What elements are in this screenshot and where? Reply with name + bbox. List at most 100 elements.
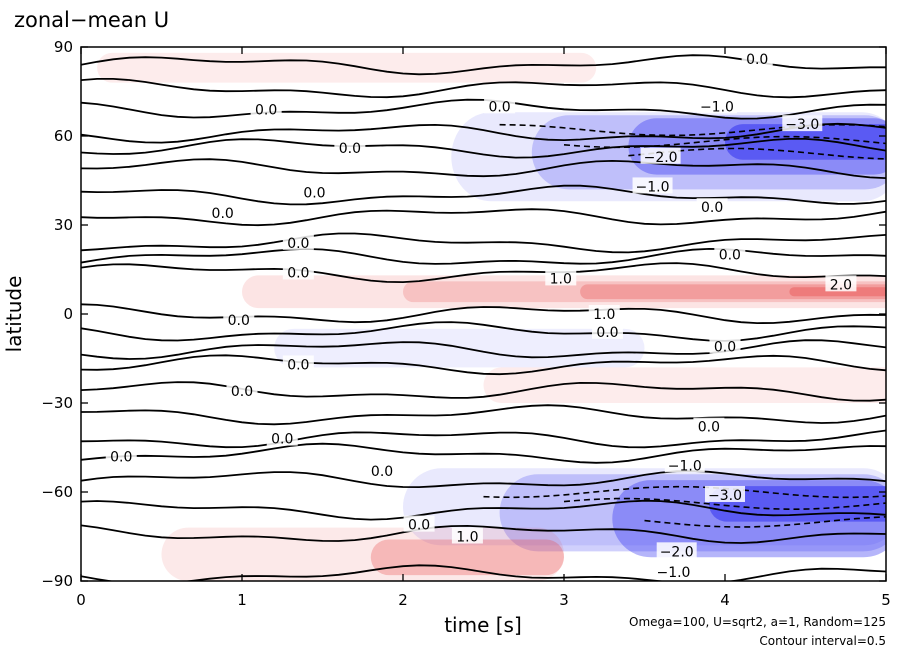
contour-label: −1.0 [656,565,690,581]
zero-contour-line [81,442,886,464]
contour-label-bg [298,183,330,200]
zero-contour-line [81,470,886,489]
contour-label: 0.0 [488,99,510,115]
x-tick-label: 5 [881,591,891,609]
zero-contour-line [81,381,886,402]
contour-label-bg [366,462,398,479]
negative-contour-line [563,135,886,149]
zero-contour-line [81,429,886,449]
contour-label: 0.0 [596,325,618,341]
contour-label: 0.0 [287,265,309,281]
zero-contour-line [81,122,886,144]
contour-label: 0.0 [287,236,309,252]
contour-label: 0.0 [371,464,393,480]
contour-label: 0.0 [255,102,277,118]
contour-label-bg [451,527,483,544]
contour-lines [81,54,886,581]
contour-label-bg [653,563,694,580]
y-tick-label: 60 [54,127,73,145]
contour-label-bg [693,417,725,434]
contour-label-bg [664,456,705,473]
band-pos-south [483,367,886,403]
contour-label-bg [545,269,577,286]
contour-label-bg [403,515,435,532]
zero-contour-line [81,208,886,227]
y-tick-label: −60 [41,483,73,501]
contour-label: −2.0 [660,544,694,560]
y-tick-label: −90 [41,572,73,590]
contour-label: −3.0 [785,117,819,133]
contour-label: 0.0 [714,340,736,356]
zero-contour-line [81,354,886,376]
contour-label-bg [696,97,737,114]
band-pos-nh-top [97,52,597,83]
zero-contour-line [81,247,886,265]
contour-label-bg [207,204,239,221]
zero-contour-line [81,78,886,99]
x-tick-label: 0 [76,591,86,609]
contour-label: 0.0 [110,449,132,465]
axis-ticks: 0 1 2 3 4 5 90 60 30 0 −30 −60 −90 [41,38,890,609]
y-axis-label: latitude [2,276,26,353]
contour-label-bg [632,177,673,194]
contour-label-bg [223,310,255,327]
contour-label-bg [588,305,620,321]
contour-label-bg [709,337,741,354]
zero-contour-line [81,499,886,521]
contour-label: 1.0 [593,307,615,323]
contour-label: −1.0 [636,179,670,195]
contour-label-bg [591,322,623,339]
contour-label-bg [640,147,681,164]
y-tick-label: 30 [54,216,73,234]
zero-contour-line [81,232,886,254]
contour-label: 0.0 [698,420,720,436]
contour-label: 0.0 [746,52,768,68]
zero-contour-line [81,98,886,120]
contour-label-bg [282,233,314,250]
contour-label-bg [334,138,366,155]
zero-contour-line [81,303,886,325]
contour-label: −1.0 [668,458,702,474]
negative-contour-line [563,497,886,511]
contour-label-bg [484,97,516,114]
zero-contour-line [81,564,886,581]
band-pos-eq-core [789,287,886,297]
contour-label: 0.0 [303,185,325,201]
band-pos-eq-outer [242,275,886,309]
contour-label-bg [656,542,697,559]
contour-label: −3.0 [708,488,742,504]
y-tick-label: 0 [63,305,73,323]
zero-contour-line [81,262,886,284]
contour-label-bg [825,275,857,292]
contour-label: −1.0 [700,99,734,115]
contour-label-bg [266,429,298,446]
contour-label: 0.0 [271,432,293,448]
contour-interval-note: Contour interval=0.5 [759,634,886,648]
negative-contour-line [644,516,886,528]
contour-label: 0.0 [287,357,309,373]
x-axis-label: time [s] [444,613,522,637]
zero-contour-line [81,321,886,342]
contour-label: 1.0 [550,271,572,287]
contour-label-bg [250,100,282,117]
x-tick-label: 2 [398,591,408,609]
negative-contour-line [483,485,886,499]
contour-label-bg [741,49,773,66]
x-tick-label: 1 [237,591,247,609]
contour-label-bg [705,485,745,502]
contour-label: 0.0 [228,313,250,329]
zero-contour-line [81,158,886,179]
contour-label-bg [282,355,314,372]
zero-contour-line [81,524,886,544]
contour-label: 0.0 [701,200,723,216]
contour-label-bg [696,198,728,215]
zero-contour-line [81,339,886,360]
chart-title: zonal−mean U [14,8,169,32]
x-tick-label: 3 [559,591,569,609]
contour-label: 0.0 [212,206,234,222]
contour-label: 0.0 [719,248,741,264]
contour-label: −2.0 [644,150,678,166]
contour-label: 2.0 [830,277,852,293]
contour-label: 1.0 [456,530,478,546]
